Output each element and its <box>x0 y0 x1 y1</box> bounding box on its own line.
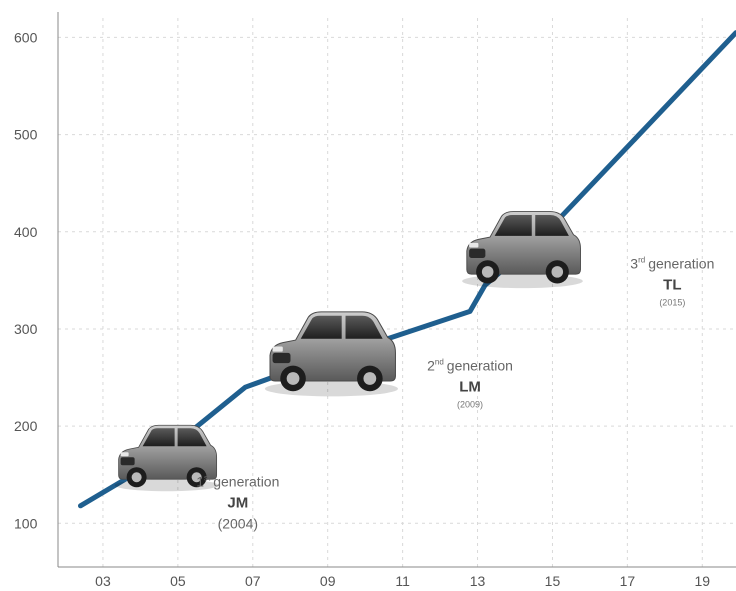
car-wheel-rim <box>551 266 564 278</box>
x-tick-label: 15 <box>545 573 561 589</box>
x-tick-label: 07 <box>245 573 261 589</box>
y-tick-label: 400 <box>14 224 38 240</box>
generation-code: TL <box>663 277 681 294</box>
car-wheel-rim <box>363 372 377 385</box>
car-illustration <box>264 311 399 397</box>
y-tick-label: 500 <box>14 127 38 143</box>
generation-number: 1 <box>196 473 204 489</box>
x-tick-label: 19 <box>694 573 710 589</box>
car-windshield <box>300 315 342 339</box>
car-side-window <box>177 428 207 447</box>
car-illustrations <box>114 211 583 492</box>
car-wheel-rim <box>481 266 494 278</box>
car-grille <box>120 457 135 466</box>
x-tick-label: 09 <box>320 573 336 589</box>
generation-annotation: 2nd generation LM (2009) <box>427 358 513 410</box>
car-grille <box>469 248 486 258</box>
y-tick-label: 200 <box>14 418 38 434</box>
generation-word: generation <box>213 473 279 489</box>
car-wheel-rim <box>191 472 202 483</box>
y-tick-label: 600 <box>14 29 38 45</box>
x-tick-label: 03 <box>95 573 111 589</box>
car-illustration <box>462 211 583 289</box>
generation-year: (2015) <box>659 298 685 308</box>
y-axis-tick-labels: 100 200 300 400 500 600 <box>14 29 38 531</box>
x-tick-label: 17 <box>620 573 636 589</box>
generation-word: generation <box>648 256 714 272</box>
car-headlight <box>120 452 129 457</box>
car-side-window <box>535 215 569 236</box>
generation-annotation: 3rd generation TL (2015) <box>630 256 714 308</box>
y-tick-label: 300 <box>14 321 38 337</box>
generation-annotation: 1st generation JM (2004) <box>196 473 279 531</box>
car-wheel-rim <box>286 372 300 385</box>
car-windshield <box>142 428 175 447</box>
generation-code: LM <box>459 379 481 396</box>
generation-ordinal-suffix: rd <box>638 256 645 265</box>
generation-ordinal-suffix: st <box>204 473 211 482</box>
axes <box>57 12 736 568</box>
generation-ordinal-suffix: nd <box>435 358 444 367</box>
generation-label: 1st generation <box>196 473 279 489</box>
car-illustration <box>114 424 219 492</box>
generation-year: (2004) <box>218 515 258 531</box>
generation-label: 2nd generation <box>427 358 513 374</box>
x-tick-label: 05 <box>170 573 186 589</box>
x-tick-label: 11 <box>395 573 410 589</box>
generation-code: JM <box>227 494 248 511</box>
car-headlight <box>469 242 479 248</box>
car-side-window <box>345 315 383 339</box>
car-headlight <box>272 346 283 352</box>
generation-word: generation <box>447 358 513 374</box>
generation-number: 3 <box>630 256 638 272</box>
car-wheel-rim <box>131 472 142 483</box>
car-windshield <box>494 215 532 236</box>
generation-label: 3rd generation <box>630 256 714 272</box>
x-tick-label: 13 <box>470 573 486 589</box>
generation-year: (2009) <box>457 400 483 410</box>
y-tick-label: 100 <box>14 515 38 531</box>
car-grille <box>272 352 291 364</box>
x-axis-tick-labels: 03 05 07 09 11 13 15 17 19 <box>95 573 710 589</box>
generation-number: 2 <box>427 358 435 374</box>
